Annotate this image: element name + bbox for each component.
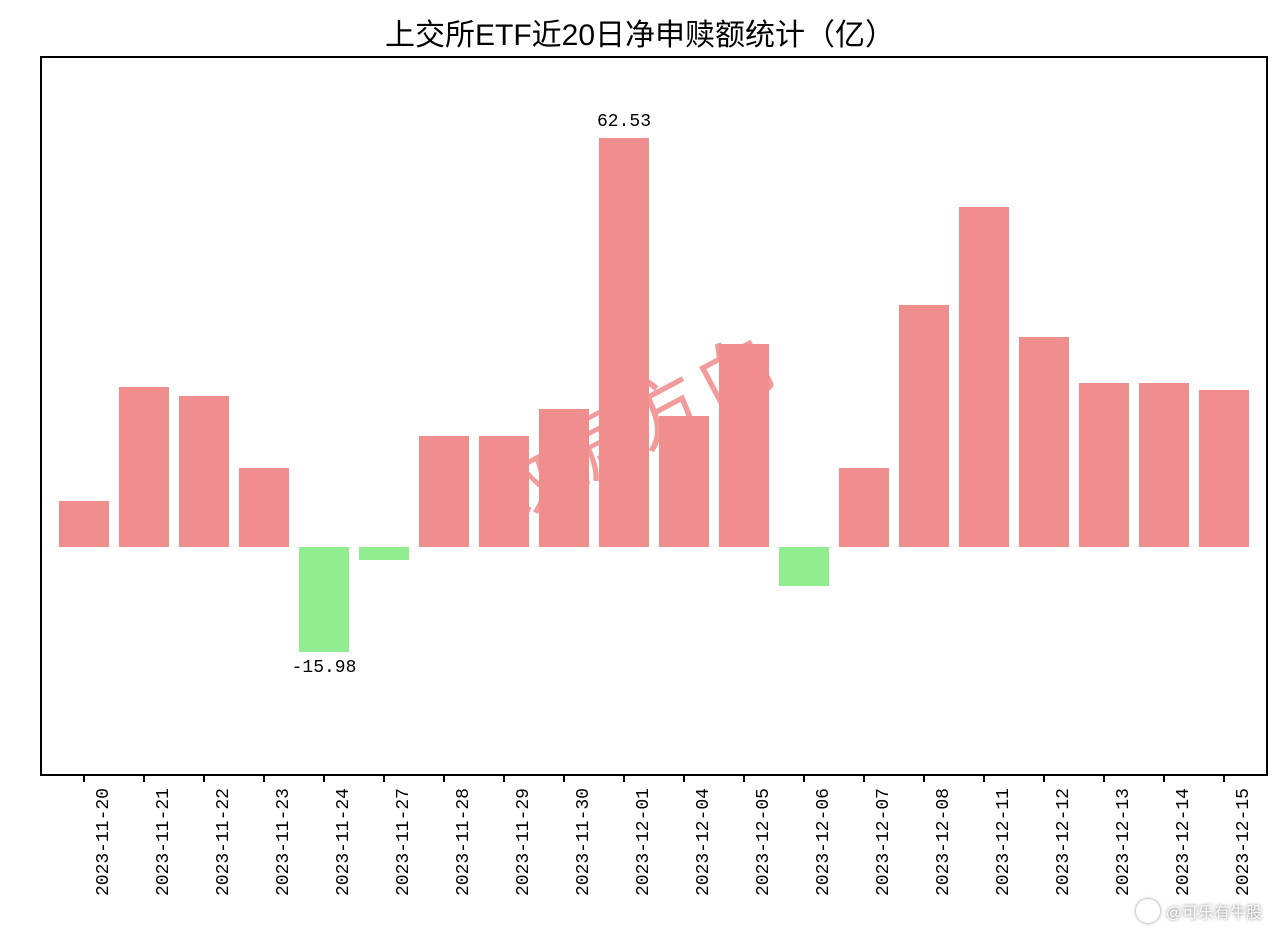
x-tick [83, 776, 85, 782]
x-tick [983, 776, 985, 782]
x-tick-label: 2023-12-12 [1054, 788, 1074, 898]
x-tick [263, 776, 265, 782]
x-tick-label: 2023-12-08 [934, 788, 954, 898]
x-tick [1043, 776, 1045, 782]
bar-value-label: 62.53 [597, 112, 651, 132]
x-tick-label: 2023-12-06 [814, 788, 834, 898]
bar [899, 305, 948, 547]
bar [959, 207, 1008, 547]
x-tick [863, 776, 865, 782]
x-tick-label: 2023-11-20 [94, 788, 114, 898]
bar [1079, 383, 1128, 547]
bar [419, 436, 468, 547]
attribution-text: @可乐有牛股 [1166, 899, 1262, 923]
x-tick-label: 2023-11-27 [394, 788, 414, 898]
bar [539, 409, 588, 546]
x-tick [323, 776, 325, 782]
weibo-logo-icon [1136, 899, 1160, 923]
x-tick-label: 2023-12-04 [694, 788, 714, 898]
bar-value-label: -15.98 [292, 658, 357, 678]
x-tick [683, 776, 685, 782]
x-tick-label: 2023-12-01 [634, 788, 654, 898]
bar [1199, 390, 1248, 547]
x-tick-label: 2023-12-14 [1174, 788, 1194, 898]
x-tick [143, 776, 145, 782]
x-tick-label: 2023-11-22 [214, 788, 234, 898]
x-tick [503, 776, 505, 782]
x-tick [1223, 776, 1225, 782]
x-tick [923, 776, 925, 782]
bar [179, 396, 228, 547]
x-tick [1163, 776, 1165, 782]
x-tick-label: 2023-11-30 [574, 788, 594, 898]
x-tick [1103, 776, 1105, 782]
bar [299, 547, 348, 652]
x-tick [443, 776, 445, 782]
chart-title: 上交所ETF近20日净申赎额统计（亿） [0, 0, 1280, 60]
x-tick-label: 2023-12-15 [1234, 788, 1254, 898]
bar [479, 436, 528, 547]
bar [239, 468, 288, 547]
attribution: @可乐有牛股 [1136, 899, 1262, 923]
x-tick-label: 2023-11-23 [274, 788, 294, 898]
bar [659, 416, 708, 547]
bar [719, 344, 768, 547]
x-tick-label: 2023-11-29 [514, 788, 534, 898]
bar [599, 138, 648, 547]
bar [839, 468, 888, 547]
x-tick-label: 2023-11-24 [334, 788, 354, 898]
bar [359, 547, 408, 560]
x-tick-label: 2023-11-21 [154, 788, 174, 898]
bar [59, 501, 108, 547]
x-tick-label: 2023-12-05 [754, 788, 774, 898]
x-tick-label: 2023-12-11 [994, 788, 1014, 898]
x-tick [803, 776, 805, 782]
x-tick [743, 776, 745, 782]
x-tick-label: 2023-12-13 [1114, 788, 1134, 898]
x-tick-label: 2023-12-07 [874, 788, 894, 898]
bar [1019, 337, 1068, 546]
x-tick [623, 776, 625, 782]
x-tick [383, 776, 385, 782]
bar [119, 387, 168, 547]
bar [1139, 383, 1188, 547]
bar [779, 547, 828, 586]
x-tick-label: 2023-11-28 [454, 788, 474, 898]
x-tick [203, 776, 205, 782]
x-tick [563, 776, 565, 782]
